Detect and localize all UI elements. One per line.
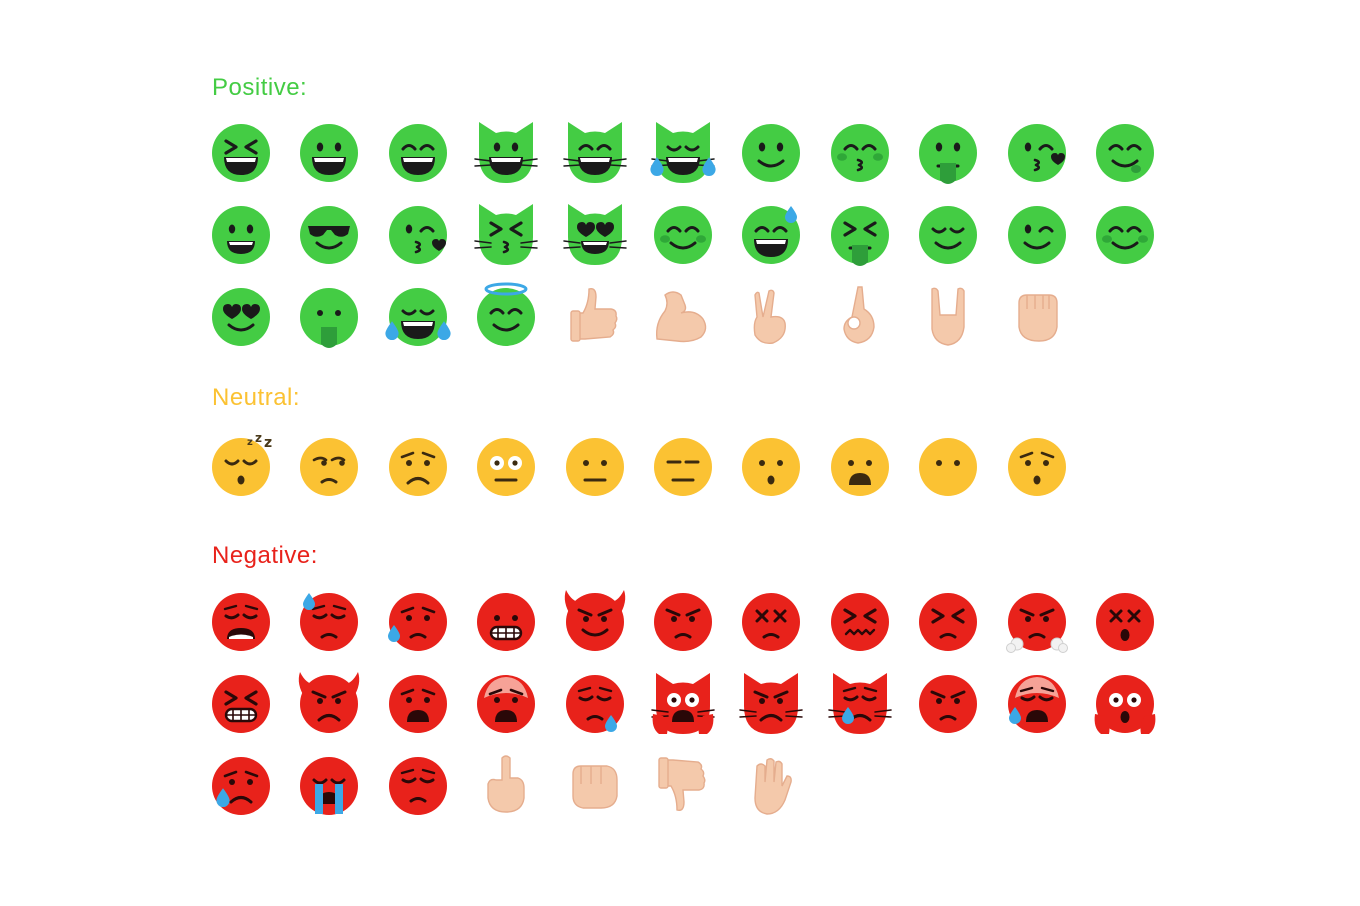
crying-tear-icon: [209, 752, 273, 818]
cat-pouting-icon: [739, 670, 803, 736]
ok-hand-icon: [828, 283, 892, 349]
tired-sweat-icon: [1005, 670, 1069, 736]
victory-hand-icon: [739, 283, 803, 349]
steam-triumph-icon: [1005, 588, 1069, 654]
grimace-squint-icon: [209, 670, 273, 736]
flexed-biceps-icon: [651, 283, 715, 349]
sleepy-tear-icon: [563, 670, 627, 736]
svg-text:z: z: [255, 431, 262, 445]
angry-icon: [651, 588, 715, 654]
dizzy-shocked-icon: [1093, 588, 1157, 654]
neutral-icon: [563, 433, 627, 499]
joy-icon: [385, 283, 451, 349]
weary-icon: [209, 588, 273, 654]
tongue-plain-icon: [297, 283, 361, 349]
section-title-positive: Positive:: [212, 74, 308, 101]
cat-kissing-icon: [474, 201, 538, 267]
devil-angry-icon: [297, 670, 361, 736]
cat-scream-icon: [651, 670, 715, 736]
disappointed-relieved-icon: [386, 588, 450, 654]
grinning-big-icon: [297, 119, 361, 185]
laughing-squint-icon: [209, 119, 273, 185]
horns-hand-icon: [916, 283, 980, 349]
kiss-wink-icon: [386, 201, 450, 267]
loud-crying-icon: [297, 752, 361, 818]
kissing-heart-icon: [1005, 119, 1069, 185]
slight-smile-icon: [739, 119, 803, 185]
confounded-icon: [828, 588, 892, 654]
wink-icon: [1005, 201, 1069, 267]
thumbs-down-icon: [651, 752, 715, 818]
svg-text:z: z: [264, 435, 272, 451]
hushed-icon: [739, 433, 803, 499]
unamused-icon: [297, 433, 361, 499]
fist-bump-icon: [563, 752, 627, 818]
cat-crying-icon: [828, 670, 892, 736]
svg-text:z: z: [247, 437, 253, 448]
yum-icon: [1093, 119, 1157, 185]
expressionless-icon: [651, 433, 715, 499]
section-title-negative: Negative:: [212, 542, 318, 569]
pensive-icon: [386, 752, 450, 818]
dizzy-eyes-icon: [739, 588, 803, 654]
thumbs-up-icon: [563, 283, 627, 349]
scream-icon: [1093, 670, 1157, 736]
blush-smile-icon: [1093, 201, 1157, 267]
cat-smile-eyes-icon: [563, 119, 627, 185]
relieved-blush-icon: [651, 201, 715, 267]
grimacing-icon: [474, 588, 538, 654]
tongue-squint-icon: [828, 201, 892, 267]
cold-sweat-face-icon: [474, 670, 538, 736]
relieved-icon: [916, 201, 980, 267]
sunglasses-icon: [297, 201, 361, 267]
no-mouth-icon: [916, 433, 980, 499]
sweat-downcast-icon: [297, 588, 361, 654]
flushed-icon: [474, 433, 538, 499]
persevering-icon: [916, 588, 980, 654]
open-mouth-icon: [828, 433, 892, 499]
raised-fist-icon: [1005, 283, 1069, 349]
heart-eyes-icon: [209, 283, 273, 349]
kissing-blush-icon: [828, 119, 892, 185]
grinning-face-icon: [209, 201, 273, 267]
devil-smile-icon: [563, 588, 627, 654]
sleeping-icon: z z z: [209, 431, 273, 499]
worried-icon: [386, 433, 450, 499]
cat-grinning-icon: [474, 119, 538, 185]
cat-heart-eyes-icon: [563, 201, 627, 267]
pouting-icon: [916, 670, 980, 736]
raised-hand-icon: [739, 752, 803, 818]
middle-finger-icon: [474, 752, 538, 818]
anguished-icon: [386, 670, 450, 736]
innocent-halo-icon: [474, 282, 538, 349]
cat-joy-icon: [650, 119, 716, 185]
tongue-out-icon: [916, 119, 980, 185]
grinning-smile-icon: [386, 119, 450, 185]
surprised-icon: [1005, 433, 1069, 499]
grin-sweat-icon: [739, 201, 803, 267]
section-title-neutral: Neutral:: [212, 384, 301, 411]
